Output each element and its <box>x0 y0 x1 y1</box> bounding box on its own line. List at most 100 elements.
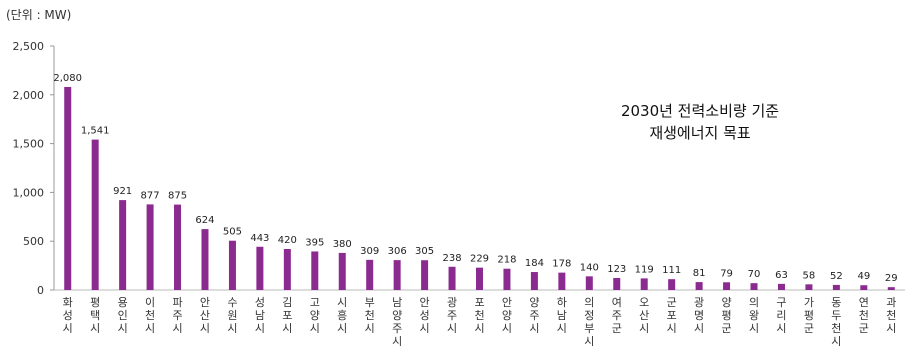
bar <box>695 282 703 290</box>
bar <box>860 285 868 290</box>
bar <box>585 276 593 290</box>
bar <box>228 240 236 290</box>
bar <box>201 229 209 290</box>
data-label: 178 <box>552 259 571 270</box>
bar <box>311 251 319 290</box>
data-label: 119 <box>635 264 654 275</box>
y-tick-label: 1,000 <box>13 186 45 199</box>
data-label: 58 <box>803 270 816 281</box>
data-label: 2,080 <box>53 73 82 84</box>
bar <box>421 260 429 290</box>
data-label: 380 <box>333 239 352 250</box>
bar <box>777 283 785 290</box>
data-label: 306 <box>388 246 407 257</box>
y-tick-label: 2,000 <box>13 89 45 102</box>
data-label: 309 <box>360 246 379 257</box>
data-label: 1,541 <box>81 126 110 137</box>
y-tick-label: 2,500 <box>13 40 45 53</box>
data-label: 52 <box>830 271 843 282</box>
bar <box>613 277 621 290</box>
data-label: 29 <box>885 273 898 284</box>
bar <box>91 139 99 290</box>
annotation-line-1: 2030년 전력소비량 기준 <box>620 102 780 120</box>
y-tick-label: 0 <box>37 284 44 297</box>
data-label: 70 <box>748 269 761 280</box>
data-label: 624 <box>195 215 214 226</box>
data-label: 49 <box>857 271 870 282</box>
data-label: 505 <box>223 227 242 238</box>
data-label: 79 <box>720 268 733 279</box>
data-label: 218 <box>497 255 516 266</box>
chart-annotation: 2030년 전력소비량 기준 재생에너지 목표 <box>560 100 840 144</box>
bar <box>805 284 813 290</box>
data-label: 395 <box>305 237 324 248</box>
bar <box>887 287 895 290</box>
data-label: 877 <box>141 190 160 201</box>
bar <box>146 204 154 290</box>
bar <box>366 259 374 290</box>
bar <box>750 283 758 290</box>
data-label: 305 <box>415 246 434 257</box>
bar <box>503 268 511 290</box>
data-label: 238 <box>443 253 462 264</box>
bar <box>530 272 538 290</box>
data-label: 443 <box>250 233 269 244</box>
bar <box>668 279 676 290</box>
bar <box>640 278 648 290</box>
data-label: 420 <box>278 235 297 246</box>
bar <box>256 246 264 290</box>
bar <box>119 200 127 290</box>
data-label: 63 <box>775 270 788 281</box>
annotation-line-2: 재생에너지 목표 <box>649 124 751 142</box>
unit-label: (단위 : MW) <box>6 8 72 22</box>
y-tick-label: 1,500 <box>13 138 45 151</box>
bar <box>723 282 731 290</box>
bar <box>64 86 72 290</box>
bar <box>476 267 483 290</box>
bar <box>283 249 291 290</box>
data-label: 81 <box>693 268 706 279</box>
bar <box>832 284 840 290</box>
bar <box>393 260 401 290</box>
y-tick-label: 500 <box>23 235 44 248</box>
bar <box>448 266 456 290</box>
bar <box>338 252 346 290</box>
bar <box>174 204 182 290</box>
data-label: 875 <box>168 191 187 202</box>
data-label: 184 <box>525 258 544 269</box>
bar <box>558 272 566 290</box>
data-label: 140 <box>580 262 599 273</box>
data-label: 111 <box>662 265 681 276</box>
data-label: 229 <box>470 254 489 265</box>
